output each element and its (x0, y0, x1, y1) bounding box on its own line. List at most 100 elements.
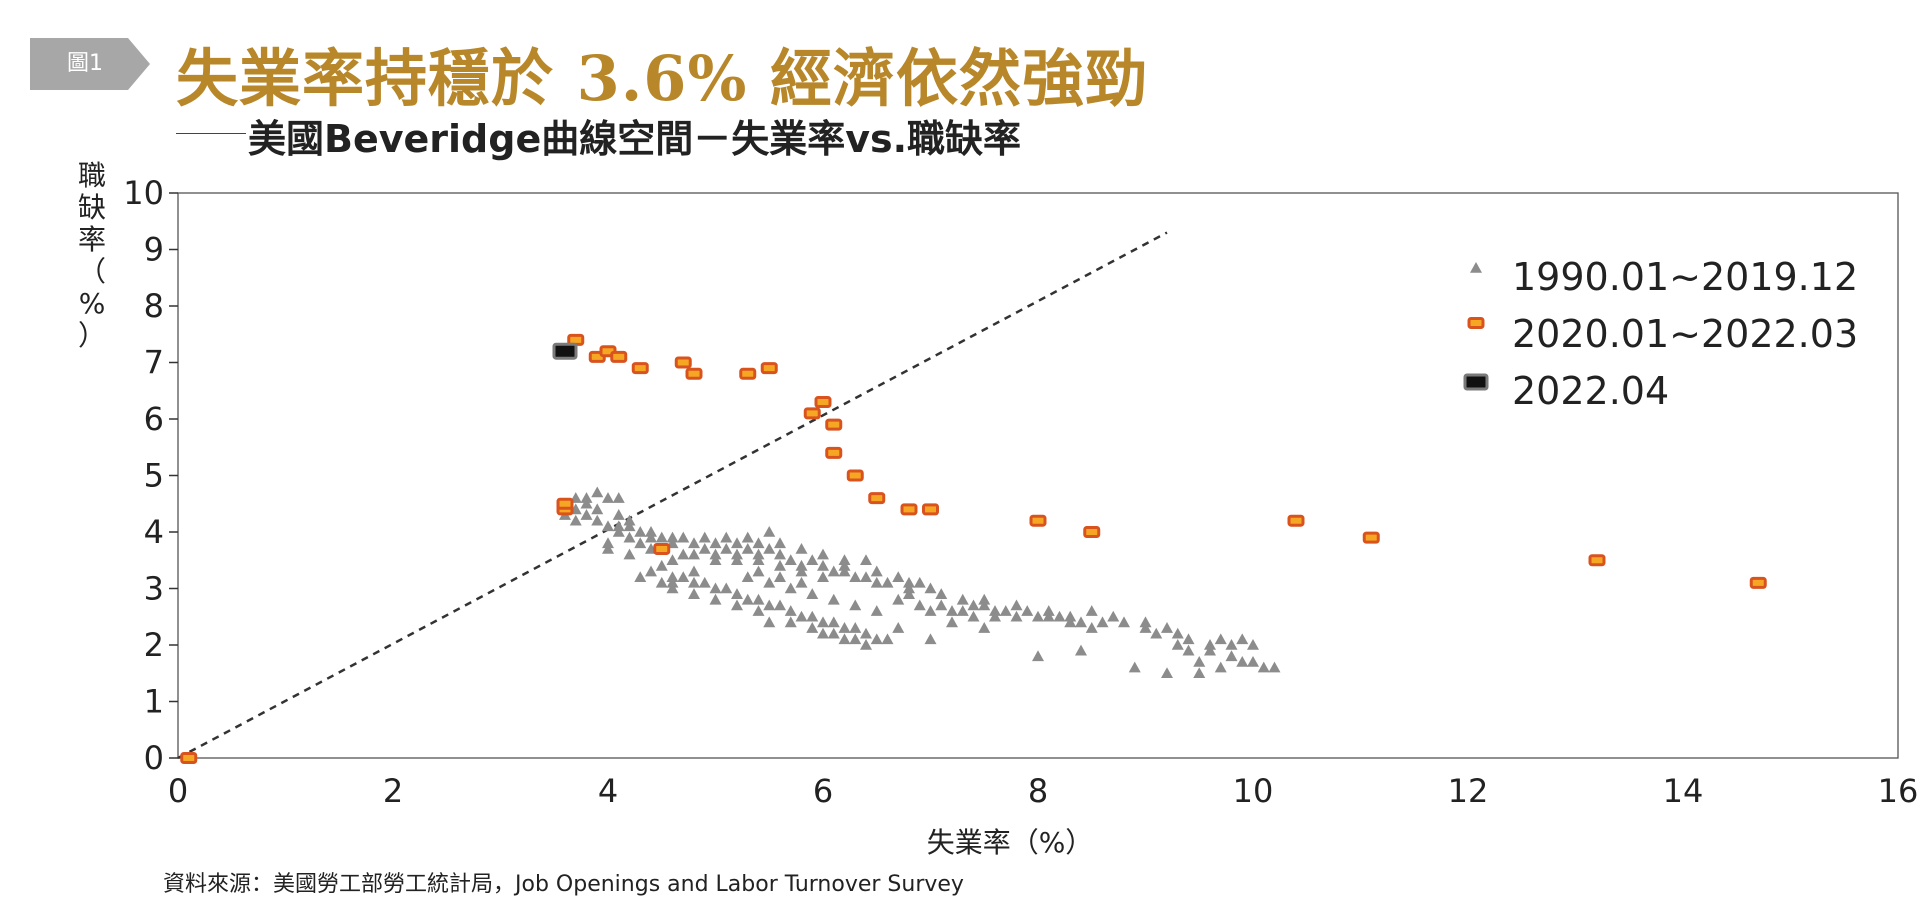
historical-point (1042, 605, 1055, 616)
recent-point (653, 542, 671, 555)
historical-point (784, 605, 797, 616)
historical-point (720, 582, 733, 594)
historical-point (591, 486, 604, 498)
historical-point (612, 492, 625, 503)
historical-point (774, 599, 786, 611)
y-tick-label: 8 (144, 287, 164, 325)
historical-point (795, 576, 808, 588)
recent-point (556, 497, 574, 510)
recent-point (631, 362, 649, 375)
legend-label: 1990.01~2019.12 (1512, 255, 1858, 299)
historical-point (709, 593, 722, 605)
historical-point (1139, 616, 1152, 628)
historical-point (881, 633, 894, 645)
figure-tag-label: 圖1 (67, 51, 103, 76)
y-tick-label: 9 (144, 231, 164, 269)
recent-point (1588, 554, 1606, 567)
recent-point (846, 469, 864, 482)
historical-point (612, 520, 625, 532)
recent-point (760, 362, 778, 375)
historical-point (946, 616, 958, 628)
historical-point (666, 554, 679, 566)
historical-point (806, 610, 819, 622)
y-tick-label: 5 (144, 457, 164, 495)
historical-point (752, 593, 765, 605)
historical-point (838, 559, 851, 571)
historical-point (709, 537, 722, 549)
historical-point (688, 548, 700, 560)
recent-point (803, 407, 821, 420)
historical-point (892, 571, 905, 582)
historical-point (1010, 610, 1023, 622)
historical-point (677, 548, 690, 560)
historical-point (946, 605, 958, 616)
y-tick-label: 6 (144, 400, 164, 438)
historical-point (1010, 599, 1023, 611)
historical-point (763, 542, 776, 554)
historical-point (677, 571, 690, 582)
y-tick-label: 3 (144, 570, 164, 608)
historical-point (602, 520, 614, 532)
historical-point (817, 571, 829, 582)
historical-point (1214, 661, 1227, 673)
historical-point (795, 610, 808, 622)
historical-point (892, 593, 905, 605)
historical-point (1032, 650, 1044, 662)
historical-point (967, 599, 980, 611)
historical-point (634, 537, 647, 549)
historical-point (774, 559, 786, 571)
historical-point (849, 571, 862, 582)
historical-point (623, 548, 636, 560)
y-tick-label: 10 (123, 174, 164, 212)
historical-point (956, 605, 969, 616)
historical-point (870, 565, 883, 577)
historical-point (741, 571, 754, 582)
historical-point (580, 492, 593, 503)
legend-label: 2020.01~2022.03 (1512, 312, 1858, 356)
historical-point (1042, 610, 1055, 622)
historical-point (795, 565, 808, 577)
historical-point (763, 616, 776, 628)
historical-point (698, 576, 711, 588)
historical-point (591, 514, 604, 526)
historical-point (1064, 616, 1077, 628)
historical-point (881, 576, 894, 588)
historical-point (720, 531, 733, 543)
historical-point (1171, 627, 1184, 639)
historical-point (1021, 605, 1034, 616)
historical-point (1075, 616, 1087, 628)
historical-point (849, 622, 862, 633)
figure-tag-arrow-shape (30, 38, 150, 90)
historical-point (924, 582, 937, 594)
historical-point (838, 633, 851, 645)
historical-point (1107, 610, 1120, 622)
chart-main-title: 失業率持穩於 3.6% 經濟依然強勁 (176, 42, 1148, 115)
historical-point (849, 633, 862, 645)
historical-point (666, 582, 679, 594)
recent-point (868, 492, 886, 505)
historical-point (1182, 633, 1195, 645)
recent-point (1083, 526, 1101, 538)
legend-marker-recent (1467, 317, 1485, 329)
recent-point (1749, 576, 1767, 589)
historical-point (1225, 639, 1238, 650)
historical-point (1150, 627, 1163, 639)
recent-point (1362, 531, 1380, 544)
historical-point (827, 593, 840, 605)
historical-point (698, 542, 711, 554)
legend-label: 2022.04 (1512, 369, 1669, 413)
historical-point (1236, 655, 1249, 667)
historical-point (827, 627, 840, 639)
historical-point (1139, 622, 1152, 633)
historical-point (623, 531, 636, 543)
historical-point (1204, 644, 1216, 656)
historical-point (795, 542, 808, 554)
historical-point (645, 531, 657, 543)
historical-point (602, 537, 614, 549)
latest-point (552, 342, 578, 360)
historical-point (623, 520, 636, 532)
historical-point (1085, 605, 1098, 616)
historical-point (784, 554, 797, 566)
historical-point (817, 548, 829, 560)
historical-point (1193, 667, 1206, 679)
